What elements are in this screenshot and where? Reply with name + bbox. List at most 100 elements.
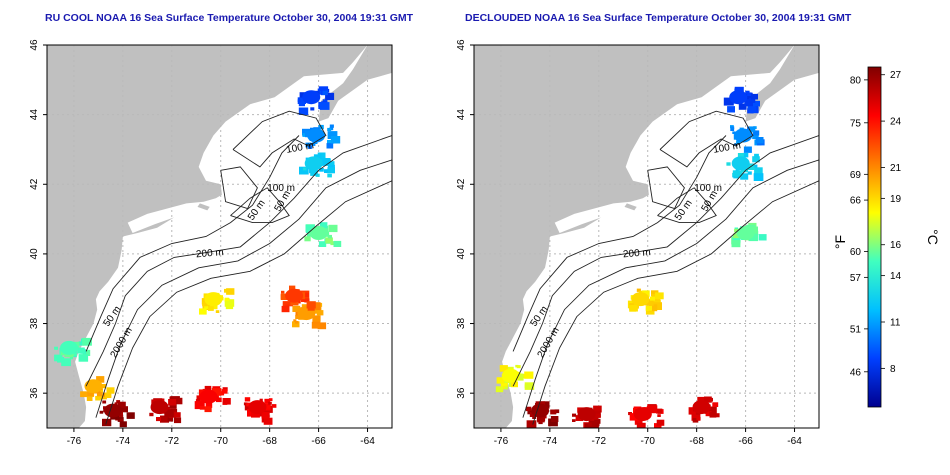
sst-core (84, 379, 103, 394)
fahrenheit-tick-label: 46 (850, 367, 862, 378)
sst-cell (311, 321, 321, 329)
sst-cell (199, 308, 207, 315)
sst-cell (243, 402, 248, 406)
sst-cell (706, 397, 712, 402)
sst-cell (221, 389, 228, 394)
sst-cell (754, 153, 759, 158)
land-mass (474, 45, 819, 428)
y-tick-label: 44 (29, 109, 40, 121)
sst-patch (731, 222, 767, 248)
sst-cell (106, 387, 115, 394)
sst-cell (730, 128, 735, 131)
sst-patch (525, 401, 560, 428)
land-polygon (474, 45, 795, 428)
sst-patch (730, 125, 765, 153)
sst-cell (589, 420, 599, 428)
left-axis-ticks: -76 -74 -72 -70 -68 -66 -64 36 38 40 42 44 46 (29, 39, 375, 447)
y-tick-label: 44 (456, 109, 467, 121)
isobath-line (512, 135, 819, 387)
colorbar-ticks: 8 11 14 16 19 21 24 27 46 51 57 60 66 69 75 80 (850, 70, 902, 378)
sst-core (199, 389, 218, 404)
sst-cell (208, 306, 214, 311)
land-mass (47, 45, 392, 428)
right-axis-ticks: -76 -74 -72 -70 -68 -66 -64 36 38 40 42 44 46 (456, 39, 802, 447)
y-tick-label: 42 (456, 178, 467, 190)
sst-cell (293, 319, 297, 322)
sst-patch (54, 337, 92, 367)
sst-cell (211, 388, 222, 396)
land-polygon (745, 45, 819, 122)
x-tick-label: -72 (592, 436, 607, 447)
sst-cell (745, 90, 750, 95)
sst-cell (174, 397, 183, 405)
fahrenheit-tick-label: 80 (850, 75, 862, 86)
sst-cell (595, 422, 600, 426)
sst-core (60, 340, 79, 355)
sst-cell (114, 402, 118, 405)
sst-cell (80, 391, 88, 398)
isobath-label: 200 m (623, 247, 652, 260)
sst-cell (224, 299, 235, 307)
x-tick-label: -70 (213, 436, 228, 447)
sst-cell (732, 170, 740, 177)
sst-cell (327, 140, 332, 144)
sst-cell (748, 126, 756, 132)
sst-cell (268, 398, 273, 402)
sst-cell (310, 107, 315, 111)
sst-cell (307, 233, 312, 237)
sst-cell (204, 406, 212, 413)
y-tick-label: 46 (29, 39, 40, 51)
sst-cell (320, 158, 331, 166)
sst-cell (524, 371, 534, 379)
sst-cell (730, 126, 735, 130)
sst-patch (628, 404, 665, 428)
sst-cell (327, 173, 332, 178)
sst-cell (747, 171, 752, 175)
sst-cell (496, 377, 505, 384)
sst-cell (744, 92, 753, 100)
sst-cell (116, 400, 121, 404)
sst-cell (96, 392, 103, 397)
sst-cell (572, 419, 576, 422)
sst-cell (645, 299, 654, 306)
x-tick-label: -74 (116, 436, 131, 447)
isobath-line (522, 159, 819, 418)
sst-cell (174, 417, 182, 424)
sst-core (729, 90, 748, 105)
sst-cell (655, 292, 664, 300)
sst-cell (268, 401, 272, 405)
sst-cell (251, 410, 260, 418)
sst-cell (326, 143, 334, 149)
sst-cell (550, 409, 557, 415)
sst-core (633, 407, 652, 422)
sst-cell (751, 93, 758, 100)
sst-cell (742, 152, 749, 158)
celsius-tick-label: 27 (890, 70, 902, 81)
sst-cell (302, 167, 307, 171)
sst-cell (298, 101, 305, 107)
sst-cell (516, 365, 521, 369)
sst-cell (327, 131, 338, 139)
sst-cell (226, 288, 235, 295)
land-polygon (197, 203, 210, 211)
sst-cell (215, 310, 220, 313)
sst-cell (525, 406, 532, 412)
sst-cell (196, 395, 202, 400)
sst-cell (282, 301, 290, 307)
isobath-line (95, 159, 392, 418)
isobath-label: 50 m (673, 198, 695, 223)
sst-cell (164, 409, 174, 417)
sst-cell (587, 422, 592, 426)
sst-cell (104, 392, 112, 398)
sst-cell (194, 401, 205, 410)
sst-cell (96, 376, 105, 383)
sst-cell (160, 398, 165, 402)
sst-cell (738, 103, 747, 110)
isobath-label: 100 m (694, 183, 722, 194)
sst-core (631, 292, 650, 307)
sst-patch (80, 376, 115, 401)
sst-cell (734, 228, 739, 233)
sst-cell (656, 419, 665, 426)
sst-cell (328, 224, 338, 233)
isobath-label: 200 m (196, 247, 225, 260)
